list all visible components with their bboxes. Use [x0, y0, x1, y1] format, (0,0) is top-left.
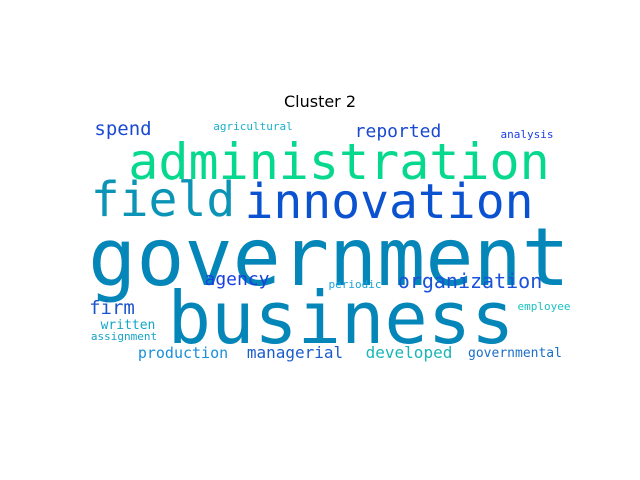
word-business: business	[168, 276, 515, 360]
word-government: government	[88, 211, 570, 304]
word-assignment: assignment	[91, 330, 157, 343]
word-production: production	[138, 344, 228, 362]
word-spend: spend	[94, 118, 151, 140]
word-periodic: periodic	[329, 278, 382, 291]
word-organization: organization	[398, 269, 543, 293]
word-field: field	[91, 172, 236, 228]
cloud-title: Cluster 2	[283, 92, 357, 111]
word-agency: agency	[204, 269, 269, 290]
word-innovation: innovation	[245, 174, 534, 230]
word-reported: reported	[355, 121, 442, 142]
word-agricultural: agricultural	[213, 120, 292, 133]
word-managerial: managerial	[247, 343, 343, 362]
word-firm: firm	[89, 297, 135, 319]
word-employee: employee	[518, 300, 571, 313]
word-governmental: governmental	[468, 346, 562, 361]
word-analysis: analysis	[501, 128, 554, 141]
word-developed: developed	[366, 343, 453, 362]
word-written: written	[101, 318, 156, 333]
word-administration: administration	[128, 133, 549, 191]
